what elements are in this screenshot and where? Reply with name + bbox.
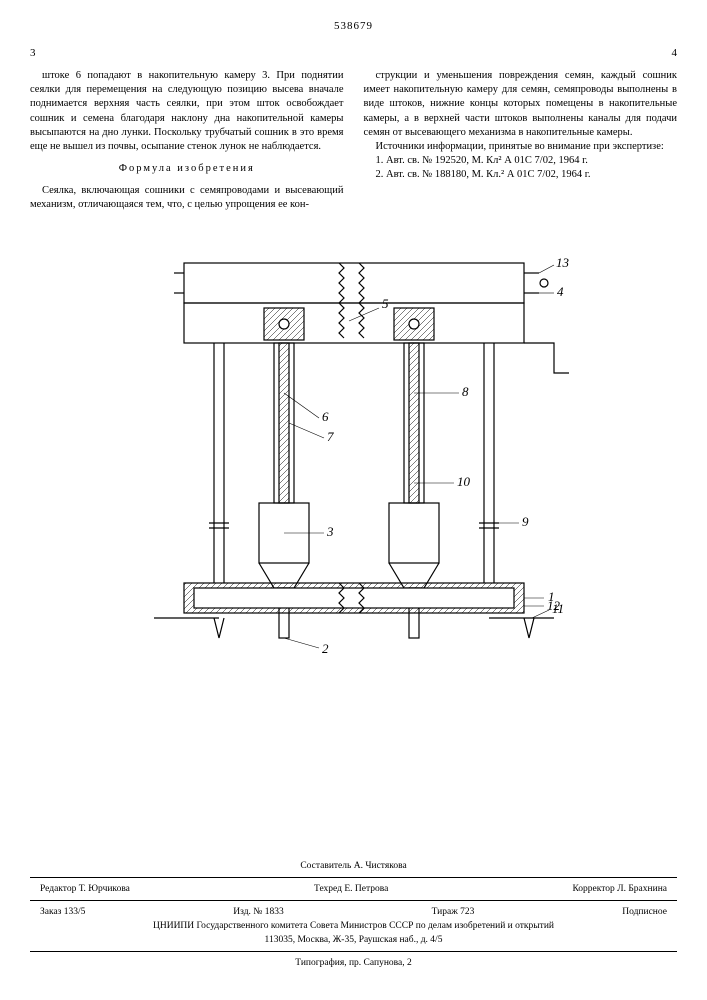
document-number: 538679 (30, 20, 677, 32)
footer-signed: Подписное (622, 907, 667, 917)
page-numbers: 3 4 (30, 47, 677, 59)
footer-tirazh: Тираж 723 (432, 907, 475, 917)
left-paragraph-1: штоке 6 попадают в накопительную камеру … (30, 69, 344, 154)
footer-izd: Изд. № 1833 (233, 907, 283, 917)
footer-techred: Техред Е. Петрова (314, 884, 388, 894)
label-13: 13 (556, 255, 570, 270)
footer-order: Заказ 133/5 (40, 907, 85, 917)
label-2: 2 (322, 641, 329, 656)
footer-editor: Редактор Т. Юрчикова (40, 884, 130, 894)
page-left: 3 (30, 47, 36, 59)
label-3: 3 (326, 524, 334, 539)
label-9: 9 (522, 514, 529, 529)
seeder-drawing: 1 2 3 4 5 6 7 8 9 10 11 12 13 (124, 243, 584, 673)
reference-1: 1. Авт. св. № 192520, М. Кл² А 01С 7/02,… (364, 154, 678, 168)
footer-credits: Редактор Т. Юрчикова Техред Е. Петрова К… (30, 882, 677, 896)
right-column: струкции и уменьшения повреждения семян,… (364, 69, 678, 213)
formula-title: Формула изобретения (30, 162, 344, 176)
footer-typography: Типография, пр. Сапунова, 2 (30, 956, 677, 970)
footer-compiler: Составитель А. Чистякова (30, 859, 677, 873)
left-column: штоке 6 попадают в накопительную камеру … (30, 69, 344, 213)
text-columns: штоке 6 попадают в накопительную камеру … (30, 69, 677, 213)
footer: Составитель А. Чистякова Редактор Т. Юрч… (30, 859, 677, 970)
right-paragraph-2: Источники информации, принятые во вниман… (364, 140, 678, 154)
page-right: 4 (672, 47, 678, 59)
footer-print-info: Заказ 133/5 Изд. № 1833 Тираж 723 Подпис… (30, 905, 677, 919)
technical-diagram: 1 2 3 4 5 6 7 8 9 10 11 12 13 (30, 233, 677, 683)
right-paragraph-1: струкции и уменьшения повреждения семян,… (364, 69, 678, 140)
footer-corrector: Корректор Л. Брахнина (572, 884, 667, 894)
label-12: 12 (547, 598, 561, 613)
label-10: 10 (457, 474, 471, 489)
footer-org: ЦНИИПИ Государственного комитета Совета … (30, 919, 677, 933)
label-6: 6 (322, 409, 329, 424)
reference-2: 2. Авт. св. № 188180, М. Кл.² А 01С 7/02… (364, 168, 678, 182)
left-paragraph-2: Сеялка, включающая сошники с семяпровода… (30, 184, 344, 212)
footer-address: 113035, Москва, Ж-35, Раушская наб., д. … (30, 933, 677, 947)
label-8: 8 (462, 384, 469, 399)
label-4: 4 (557, 284, 564, 299)
label-7: 7 (327, 429, 334, 444)
label-5: 5 (382, 296, 389, 311)
